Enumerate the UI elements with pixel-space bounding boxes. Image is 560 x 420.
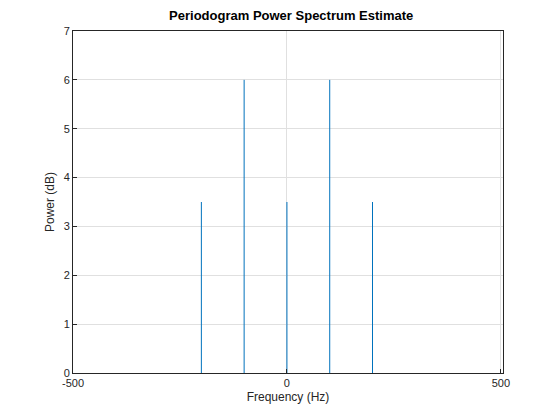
svg-text:4: 4 [64,171,70,183]
svg-text:7: 7 [64,25,70,37]
svg-text:5: 5 [64,123,70,135]
svg-text:Power (dB): Power (dB) [43,172,57,232]
svg-text:Periodogram Power Spectrum Est: Periodogram Power Spectrum Estimate [169,8,413,23]
svg-text:3: 3 [64,220,70,232]
svg-text:Frequency (Hz): Frequency (Hz) [247,390,330,404]
svg-text:2: 2 [64,269,70,281]
svg-text:-500: -500 [62,377,84,389]
svg-text:500: 500 [492,377,510,389]
svg-text:6: 6 [64,74,70,86]
svg-text:1: 1 [64,318,70,330]
svg-text:0: 0 [284,377,290,389]
svg-text:0: 0 [64,367,70,379]
